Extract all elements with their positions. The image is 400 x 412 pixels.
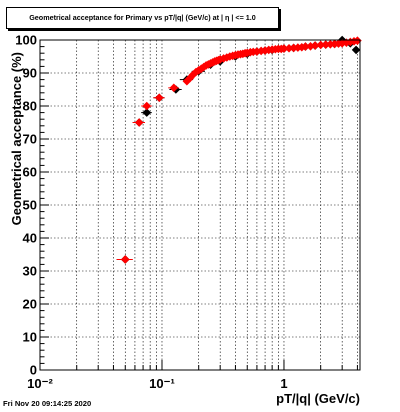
plot-frame [39,39,361,371]
data-point [279,44,289,53]
grid-lines [40,40,360,370]
y-tick-label: 10 [23,330,37,345]
data-point [342,38,351,47]
y-tick-label: 50 [23,198,37,213]
chart-title: Geometrical acceptance for Primary vs pT… [6,7,279,29]
y-axis-label: Geometrical acceptance (%) [9,52,24,225]
y-tick-label: 30 [23,264,37,279]
x-tick-label: 10⁻¹ [149,376,175,391]
data-point [120,255,130,264]
x-axis-label: pT/|q| (GeV/c) [276,391,360,406]
data-point [326,39,335,49]
data-point [169,83,179,93]
data-point [321,40,331,49]
timestamp-footer: Fri Nov 20 09:14:25 2020 [3,399,92,408]
y-tick-label: 0 [30,363,37,378]
data-point [142,101,152,111]
data-point [252,47,262,56]
data-point [134,118,144,127]
data-point [353,36,362,45]
y-tick-label: 60 [23,165,37,180]
tick-labels: 0 10 20 30 40 50 60 70 80 90 100 10⁻² 10⁻¹ 1 [15,33,287,392]
y-tick-label: 40 [23,231,37,246]
data-point [191,67,201,77]
data-point [154,93,164,103]
y-tick-label: 100 [15,33,37,48]
x-tick-label: 1 [280,376,287,391]
y-tick-label: 70 [23,132,37,147]
data-point [297,42,307,52]
data-point [284,43,294,53]
data-point [316,40,325,50]
data-points [116,35,362,264]
data-point [301,42,310,51]
y-tick-label: 80 [23,99,37,114]
y-tick-label: 20 [23,297,37,312]
data-point [142,108,152,117]
x-tick-label: 10⁻² [27,376,53,391]
data-point [310,41,320,50]
series-black [116,35,361,264]
y-tick-label: 90 [23,66,37,81]
data-point [351,45,361,55]
series-red [116,36,362,264]
